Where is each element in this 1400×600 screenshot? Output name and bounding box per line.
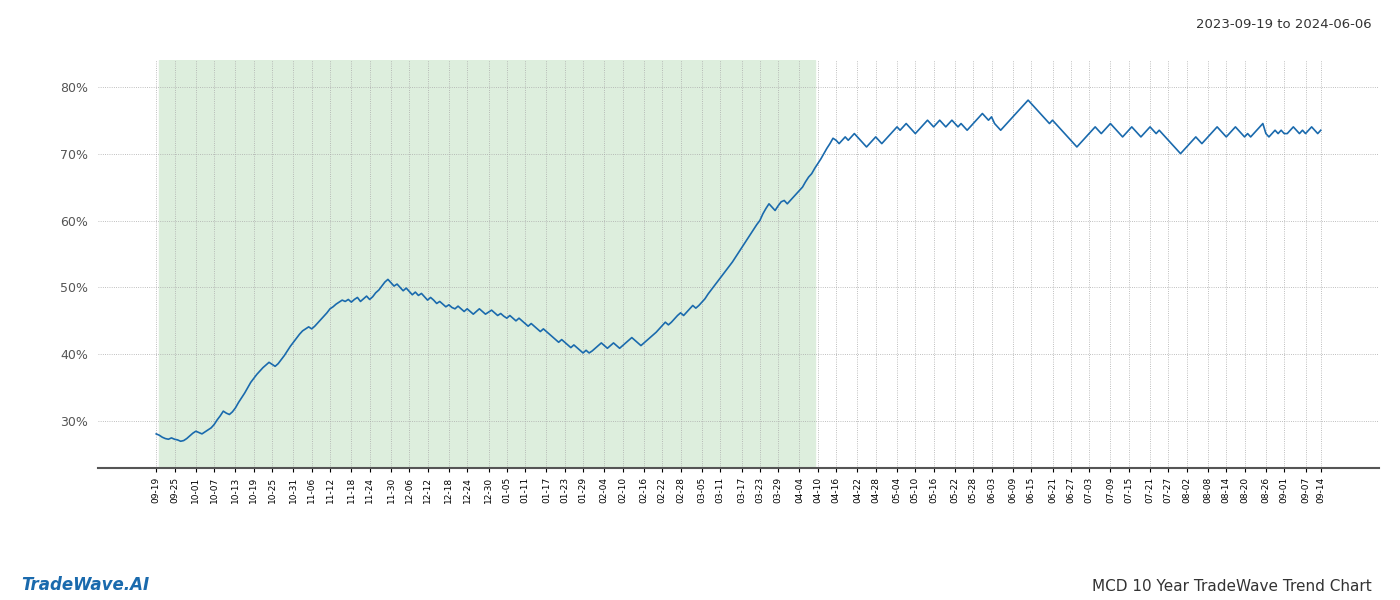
Text: TradeWave.AI: TradeWave.AI [21,576,150,594]
Bar [160,60,815,468]
Text: 2023-09-19 to 2024-06-06: 2023-09-19 to 2024-06-06 [1197,18,1372,31]
Text: MCD 10 Year TradeWave Trend Chart: MCD 10 Year TradeWave Trend Chart [1092,579,1372,594]
